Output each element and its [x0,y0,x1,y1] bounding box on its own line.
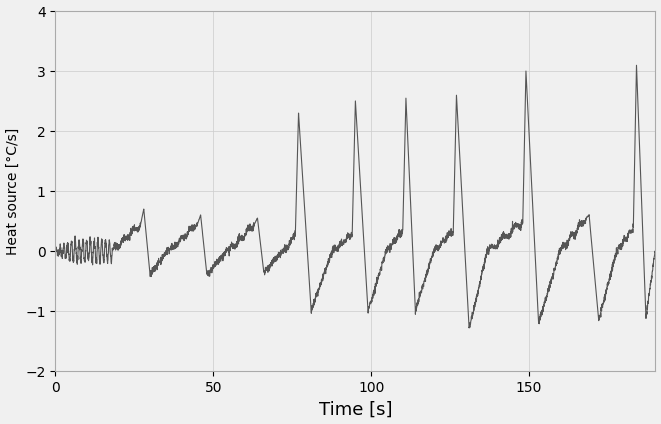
X-axis label: Time [s]: Time [s] [319,400,392,418]
Y-axis label: Heat source [°C/s]: Heat source [°C/s] [5,128,20,255]
